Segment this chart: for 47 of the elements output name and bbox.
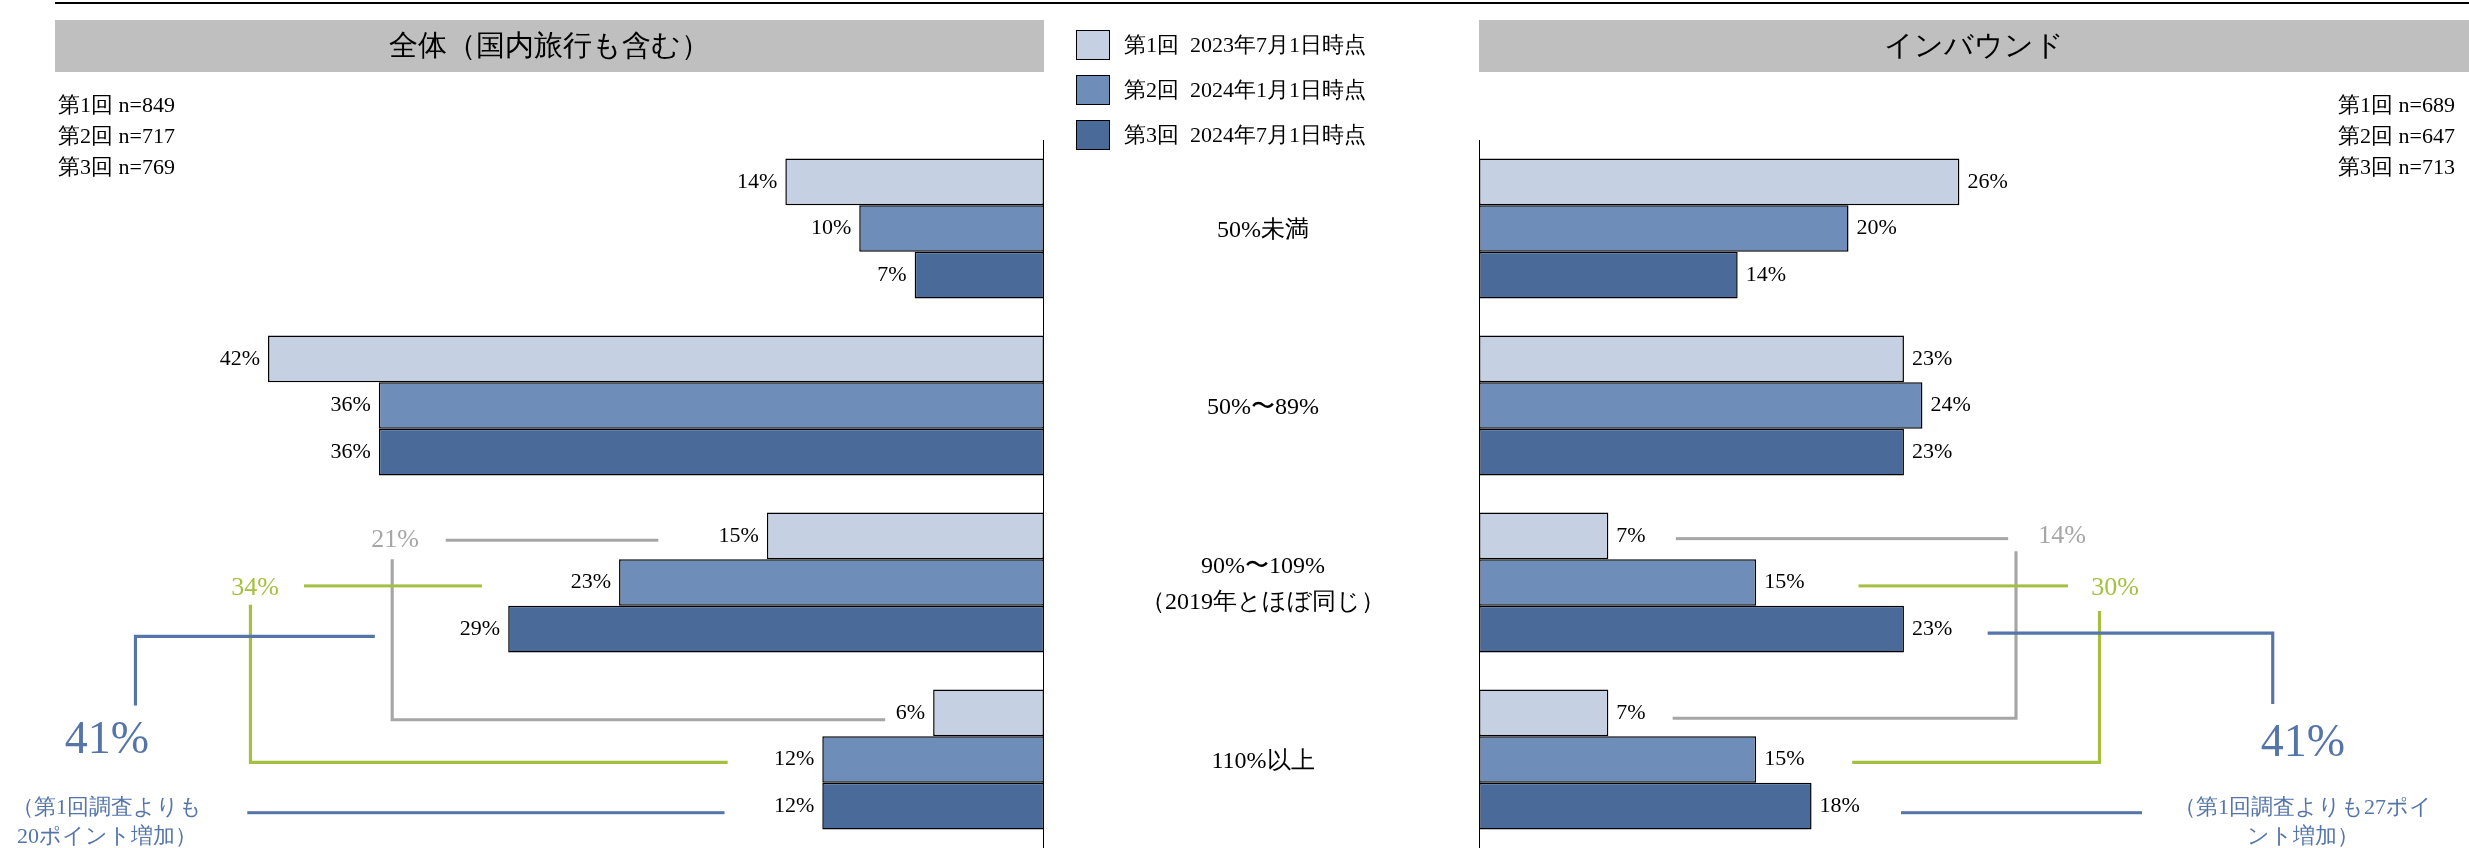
- category-label: 90%〜109% （2019年とほぼ同じ）: [1141, 551, 1385, 614]
- annotation: 34%: [230, 571, 280, 604]
- data-label: 24%: [1930, 391, 1971, 417]
- data-label: 15%: [718, 521, 759, 547]
- data-label: 36%: [330, 391, 371, 417]
- data-label: 14%: [737, 167, 778, 193]
- legend-label: 第2回 2024年1月1日時点: [1124, 75, 1366, 104]
- text: 第3回 n=769: [58, 152, 176, 181]
- text: （第1回調査よりも20ポイント増加）: [11, 792, 203, 848]
- text: 41%: [2259, 714, 2347, 769]
- data-label: 26%: [1967, 167, 2008, 193]
- text: 第1回 n=689: [2337, 90, 2455, 119]
- data-label: 29%: [459, 614, 501, 640]
- text: （第1回調査よりも27ポイント増加）: [2173, 792, 2433, 848]
- data-label: 23%: [570, 568, 612, 594]
- data-label: 7%: [877, 260, 907, 286]
- text: 41%: [63, 711, 151, 766]
- category-label: 110%以上: [1211, 746, 1315, 773]
- chart-title: 全体（国内旅行も含む）: [389, 27, 710, 64]
- data-label: 23%: [1911, 344, 1953, 370]
- data-label: 10%: [810, 214, 852, 240]
- text: 30%: [2090, 571, 2140, 604]
- legend-label: 第3回 2024年7月1日時点: [1124, 120, 1366, 149]
- chart-title: インバウンド: [1884, 27, 2064, 64]
- data-label: 14%: [1745, 260, 1786, 286]
- data-label: 15%: [1764, 568, 1805, 594]
- data-label: 12%: [773, 791, 815, 817]
- legend-label: 第1回 2023年7月1日時点: [1124, 30, 1366, 59]
- data-label: 42%: [219, 344, 260, 370]
- data-label: 18%: [1819, 791, 1860, 817]
- data-label: 36%: [330, 437, 371, 463]
- data-label: 23%: [1911, 614, 1953, 640]
- data-label: 7%: [1616, 698, 1646, 724]
- data-label: 23%: [1911, 437, 1953, 463]
- data-label: 20%: [1856, 214, 1897, 240]
- data-label: 12%: [773, 745, 815, 771]
- data-label: 6%: [895, 698, 926, 724]
- text: 第2回 n=647: [2337, 121, 2455, 150]
- data-label: 15%: [1764, 745, 1805, 771]
- text: 第2回 n=717: [58, 121, 176, 150]
- text: 第1回 n=849: [58, 90, 176, 119]
- text: 14%: [2037, 519, 2087, 552]
- text: 第3回 n=713: [2337, 152, 2455, 181]
- category-label: 50%〜89%: [1207, 392, 1319, 419]
- category-label: 50%未満: [1217, 215, 1309, 242]
- data-label: 7%: [1616, 521, 1646, 547]
- annotation: 21%: [370, 523, 420, 556]
